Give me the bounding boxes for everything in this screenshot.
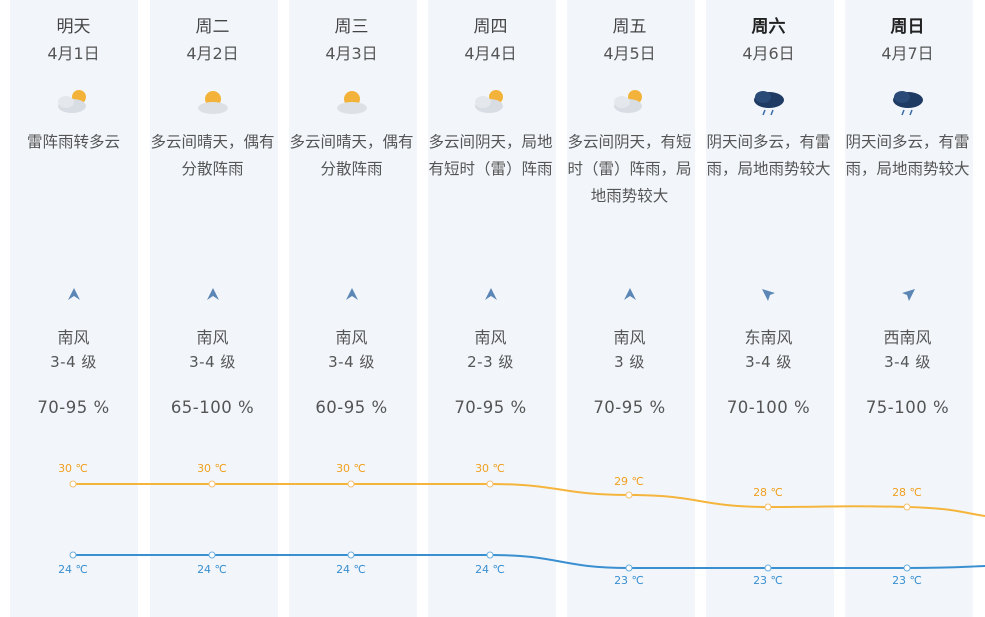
wind-level: 3-4 级 — [884, 353, 931, 371]
dark-rain-cloud-icon — [753, 91, 784, 116]
humidity: 75-100 % — [865, 398, 950, 417]
humidity: 70-100 % — [726, 398, 811, 417]
wind-direction: 南风 — [335, 328, 368, 347]
day-name: 周六 — [751, 17, 786, 37]
day-name: 周五 — [612, 17, 647, 37]
wind-direction: 东南风 — [744, 328, 793, 347]
high-temp-label: 28 ℃ — [892, 486, 922, 499]
weather-desc: 阴天间多云，有雷雨，局地雨势较大 — [845, 133, 970, 178]
day-date: 4月2日 — [186, 44, 239, 63]
humidity: 60-95 % — [315, 398, 388, 417]
high-temp-label: 30 ℃ — [475, 462, 505, 475]
low-temp-label: 23 ℃ — [892, 574, 922, 587]
day-date: 4月3日 — [325, 44, 378, 63]
low-temp-label: 24 ℃ — [336, 563, 366, 576]
weather-desc: 多云间晴天，偶有分散阵雨 — [150, 133, 275, 178]
wind-direction: 南风 — [196, 328, 229, 347]
north-arrow-icon — [206, 288, 219, 300]
low-temp-label: 24 ℃ — [58, 563, 88, 576]
dark-rain-cloud-icon — [892, 91, 923, 116]
northeast-arrow-icon — [901, 289, 915, 301]
low-temp-label: 24 ℃ — [197, 563, 227, 576]
wind-level: 3-4 级 — [745, 353, 792, 371]
cloud-sun-rain-icon — [613, 90, 642, 113]
north-arrow-icon — [623, 288, 636, 300]
high-temp-label: 30 ℃ — [197, 462, 227, 475]
high-temp-label: 28 ℃ — [753, 486, 783, 499]
wind-level: 3-4 级 — [189, 353, 236, 371]
wind-direction: 南风 — [57, 328, 90, 347]
high-temp-label: 30 ℃ — [336, 462, 366, 475]
wind-level: 3-4 级 — [50, 353, 97, 371]
day-name: 周四 — [473, 17, 508, 37]
weather-desc: 多云间晴天，偶有分散阵雨 — [289, 133, 414, 178]
low-temp-label: 24 ℃ — [475, 563, 505, 576]
day-name: 周日 — [890, 17, 925, 37]
weather-desc: 多云间阴天，局地有短时（雷）阵雨 — [428, 133, 553, 178]
humidity: 70-95 % — [593, 398, 666, 417]
day-name: 明天 — [56, 17, 91, 37]
sun-cloud-rain-icon — [197, 91, 228, 114]
north-arrow-icon — [67, 288, 80, 300]
wind-direction: 南风 — [474, 328, 507, 347]
day-date: 4月7日 — [881, 44, 934, 63]
day-date: 4月4日 — [464, 44, 517, 63]
wind-level: 3 级 — [614, 353, 645, 371]
sun-cloud-rain-icon — [336, 91, 367, 114]
weather-desc: 阴天间多云，有雷雨，局地雨势较大 — [706, 133, 831, 178]
weather-desc: 多云间阴天，有短时（雷）阵雨，局地雨势较大 — [567, 133, 692, 205]
day-date: 4月1日 — [47, 44, 100, 63]
wind-level: 3-4 级 — [328, 353, 375, 371]
low-temp-line — [73, 554, 985, 570]
low-temp-label: 23 ℃ — [614, 574, 644, 587]
humidity: 65-100 % — [170, 398, 255, 417]
day-date: 4月6日 — [742, 44, 795, 63]
wind-level: 2-3 级 — [467, 353, 514, 371]
humidity: 70-95 % — [454, 398, 527, 417]
day-date: 4月5日 — [603, 44, 656, 63]
high-temp-label: 30 ℃ — [58, 462, 88, 475]
day-name: 周二 — [195, 17, 230, 37]
north-arrow-icon — [484, 288, 497, 300]
wind-direction: 南风 — [613, 328, 646, 347]
cloud-sun-rain-icon — [474, 90, 503, 113]
north-arrow-icon — [345, 288, 358, 300]
weather-desc: 雷阵雨转多云 — [26, 133, 120, 151]
low-temp-label: 23 ℃ — [753, 574, 783, 587]
high-temp-line — [73, 483, 985, 517]
day-name: 周三 — [334, 17, 369, 37]
humidity: 70-95 % — [37, 398, 110, 417]
high-temp-label: 29 ℃ — [614, 475, 644, 488]
wind-direction: 西南风 — [883, 328, 932, 347]
thunder-cloud-sun-icon — [57, 90, 86, 113]
northwest-arrow-icon — [761, 289, 775, 301]
